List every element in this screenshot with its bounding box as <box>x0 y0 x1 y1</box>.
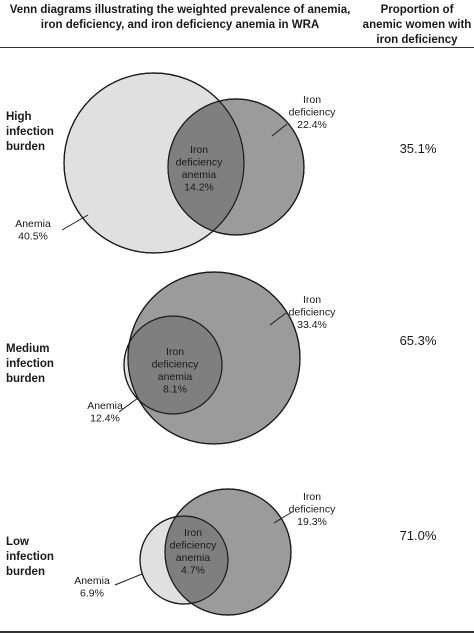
anemia-label: Anemia 40.5% <box>15 218 51 243</box>
iron-deficiency-outline <box>127 271 301 445</box>
iron-leader-line <box>269 312 287 326</box>
row-label: Medium infection burden <box>6 343 54 385</box>
anemia-outline <box>63 72 245 254</box>
anemia-outline <box>123 315 223 415</box>
iron-deficiency-outline <box>164 488 292 616</box>
anemia-label: Anemia 12.4% <box>87 400 123 425</box>
iron-leader-line <box>273 511 293 524</box>
row-label: Low infection burden <box>6 536 54 578</box>
iron-deficiency-label: Iron deficiency 33.4% <box>289 294 336 331</box>
anemia-outline <box>139 515 229 605</box>
overlap-region <box>165 516 228 604</box>
row-label: High infection burden <box>6 111 54 153</box>
iron-leader-line <box>271 123 288 137</box>
venn-column-header: Venn diagrams illustrating the weighted … <box>9 4 351 31</box>
venn-row-3: Low infection burden Iron deficiency anemia 4.… <box>6 488 437 616</box>
venn-row-2: Medium infection burden Iron deficiency anemi… <box>6 271 437 445</box>
overlap-label: Iron deficiency anemia 8.1% <box>152 346 199 396</box>
proportion-value: 35.1% <box>400 141 437 156</box>
header-rule <box>0 47 474 48</box>
iron-deficiency-outline <box>167 98 305 236</box>
overlap-region <box>128 316 222 414</box>
proportion-value: 71.0% <box>400 528 437 543</box>
bottom-rule <box>0 631 474 633</box>
anemia-label: Anemia 6.9% <box>74 575 110 600</box>
proportion-value: 65.3% <box>400 333 437 348</box>
anemia-leader-line <box>61 214 89 231</box>
overlap-label: Iron deficiency anemia 4.7% <box>170 527 217 577</box>
iron-deficiency-label: Iron deficiency 19.3% <box>289 491 336 528</box>
overlap-region <box>168 99 244 235</box>
iron-deficiency-label: Iron deficiency 22.4% <box>289 94 336 131</box>
proportion-column-header: Proportion of anemic women with iron def… <box>362 4 472 46</box>
anemia-leader-line <box>118 397 139 413</box>
anemia-leader-line <box>114 573 143 586</box>
venn-row-1: High infection burden Iron deficiency anemia 1… <box>6 72 437 254</box>
overlap-label: Iron deficiency anemia 14.2% <box>176 144 223 194</box>
